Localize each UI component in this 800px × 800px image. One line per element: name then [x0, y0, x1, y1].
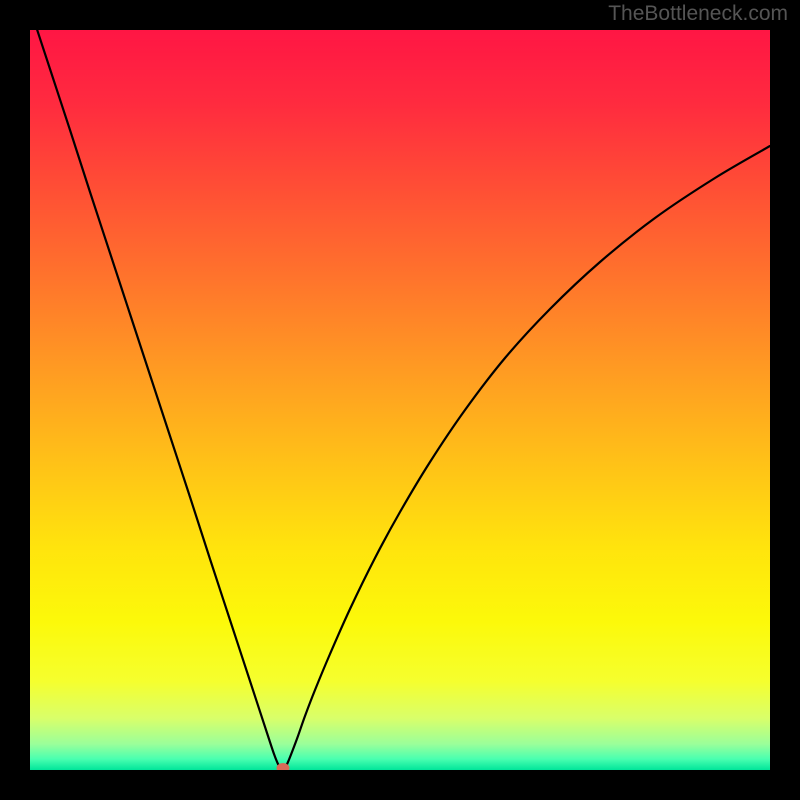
watermark-text: TheBottleneck.com	[608, 2, 788, 26]
bottleneck-chart	[0, 0, 800, 800]
chart-container: TheBottleneck.com	[0, 0, 800, 800]
gradient-background	[30, 30, 770, 770]
